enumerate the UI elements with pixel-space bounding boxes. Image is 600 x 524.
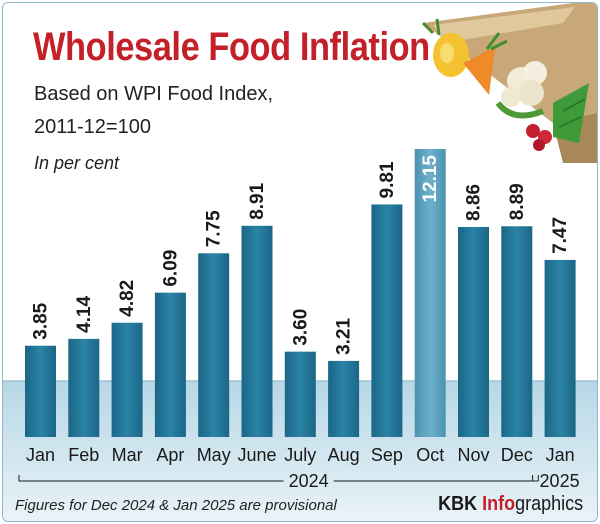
year-label: 2025: [540, 471, 580, 491]
x-tick-label: Jan: [546, 445, 575, 465]
x-tick-label: Mar: [112, 445, 143, 465]
x-tick-label: Aug: [328, 445, 360, 465]
brand-kbk: KBK: [437, 493, 477, 515]
bar-aug-7: [328, 360, 360, 437]
value-label: 4.14: [74, 295, 95, 332]
value-label: 7.75: [204, 210, 225, 247]
bar-dec-11: [501, 226, 533, 437]
value-label: 4.82: [117, 280, 138, 317]
value-label: 9.81: [377, 161, 398, 198]
x-tick-label: Feb: [68, 445, 99, 465]
value-label: 8.86: [464, 184, 485, 221]
value-label: 6.09: [160, 250, 181, 287]
value-label: 8.91: [247, 182, 268, 219]
chart-title: Wholesale Food Inflation: [33, 25, 430, 69]
bar-oct-9: [414, 149, 446, 437]
bar-july-6: [284, 351, 316, 437]
bar-nov-10: [458, 226, 489, 437]
bar-feb-1: [68, 338, 100, 437]
year-label: 2024: [289, 471, 329, 491]
value-label: 3.85: [31, 302, 52, 339]
value-label: 7.47: [550, 217, 571, 254]
bar-jan-0: [25, 345, 56, 437]
chart-subtitle: Based on WPI Food Index,: [34, 83, 274, 105]
bar-mar-2: [111, 322, 143, 437]
bar-june-5: [241, 225, 273, 437]
grocery-bag-illustration: [421, 3, 597, 163]
x-tick-label: Apr: [156, 445, 184, 465]
footnote: Figures for Dec 2024 & Jan 2025 are prov…: [15, 497, 337, 514]
x-tick-label: Sep: [371, 445, 403, 465]
bar-may-4: [198, 253, 230, 437]
bar-chart: 3.85 4.14 4.82 6.09 7.75 8.91 3.60 3.21 9.81 12.1…: [3, 149, 597, 521]
x-tick-label: July: [284, 445, 316, 465]
x-tick-label: Oct: [416, 445, 444, 465]
bar-apr-3: [154, 292, 186, 437]
value-label: 8.89: [507, 183, 528, 220]
brand-graphics: graphics: [514, 493, 583, 515]
value-label: 3.21: [334, 317, 355, 354]
x-tick-label: May: [197, 445, 231, 465]
x-tick-label: Dec: [501, 445, 533, 465]
x-tick-label: Jan: [26, 445, 55, 465]
brand-info: Info: [481, 493, 515, 515]
x-tick-label: Nov: [457, 445, 489, 465]
bar-jan-12: [544, 259, 576, 437]
unit-label: In per cent: [34, 153, 120, 173]
value-label: 12.15: [420, 155, 441, 203]
x-tick-label: June: [237, 445, 276, 465]
value-label: 3.60: [290, 309, 311, 346]
brand-logo: KBK Infographics: [438, 493, 583, 516]
chart-subtitle-base: 2011-12=100: [34, 116, 151, 138]
bar-sep-8: [371, 204, 403, 437]
